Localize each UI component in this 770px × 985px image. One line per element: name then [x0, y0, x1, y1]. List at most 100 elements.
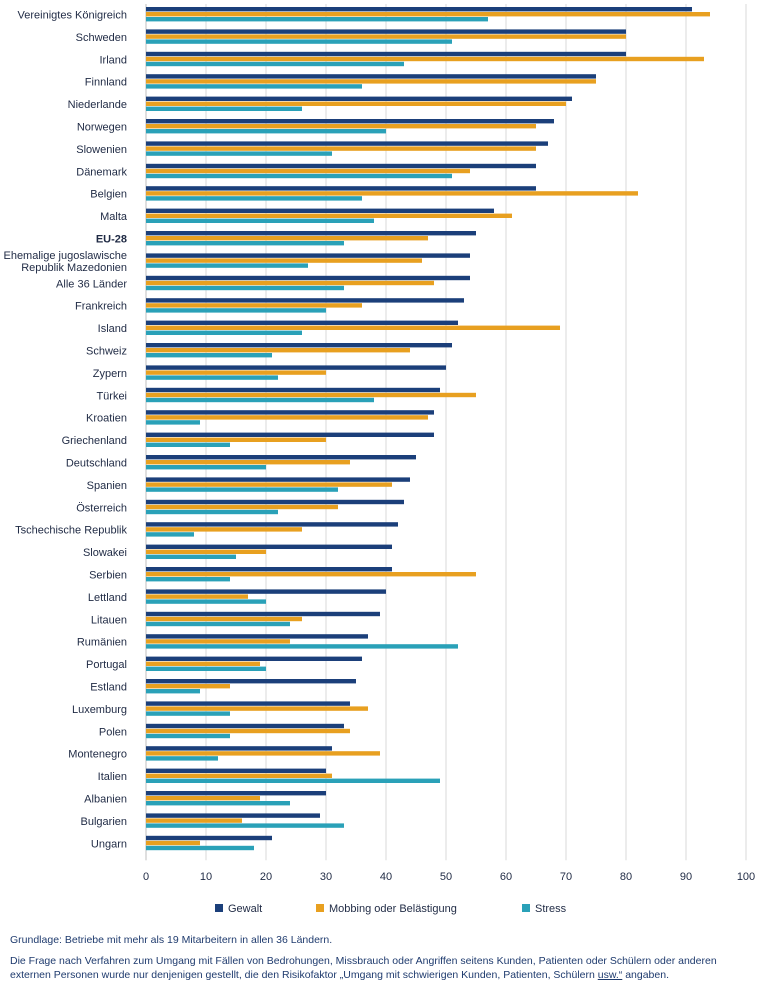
- legend-label: Mobbing oder Belästigung: [329, 903, 457, 915]
- bar-mobbing-oder-belästigung: [146, 415, 428, 420]
- bar-stress: [146, 509, 278, 515]
- bar-stress: [146, 263, 308, 268]
- bar-gewalt: [146, 499, 404, 505]
- bar-gewalt: [146, 298, 464, 303]
- footnote-question: Die Frage nach Verfahren zum Umgang mit …: [10, 954, 760, 982]
- bar-stress: [146, 689, 200, 694]
- category-label: Tschechische Republik: [15, 525, 127, 537]
- category-label: Island: [98, 323, 127, 335]
- category-label: Slowenien: [76, 144, 127, 156]
- bar-stress: [146, 106, 302, 111]
- bar-stress: [146, 308, 326, 313]
- bar-stress: [146, 823, 344, 828]
- category-label: Serbien: [89, 570, 127, 582]
- bar-gewalt: [146, 365, 446, 370]
- bar-gewalt: [146, 275, 470, 281]
- footnote-question-text: Die Frage nach Verfahren zum Umgang mit …: [10, 955, 717, 981]
- category-label: Lettland: [88, 592, 127, 604]
- bar-gewalt: [146, 656, 362, 661]
- category-label: Finnland: [85, 77, 127, 89]
- bar-stress: [146, 778, 440, 783]
- bar-gewalt: [146, 589, 386, 594]
- bar-mobbing-oder-belästigung: [146, 146, 536, 151]
- bar-mobbing-oder-belästigung: [146, 325, 560, 330]
- x-tick-label: 50: [440, 871, 452, 883]
- bar-stress: [146, 845, 254, 851]
- bar-stress: [146, 84, 362, 89]
- bar-stress: [146, 487, 338, 492]
- x-tick-label: 80: [620, 871, 632, 883]
- bar-stress: [146, 17, 488, 22]
- category-label: Portugal: [86, 659, 127, 671]
- bar-gewalt: [146, 7, 692, 12]
- bar-gewalt: [146, 163, 536, 169]
- bar-mobbing-oder-belästigung: [146, 572, 476, 577]
- bar-mobbing-oder-belästigung: [146, 482, 392, 487]
- category-label: Litauen: [91, 614, 127, 626]
- bar-gewalt: [146, 119, 554, 124]
- x-axis-ticks: 0 10 20 30 40 50 60 70 80 90 100: [143, 871, 755, 883]
- bar-mobbing-oder-belästigung: [146, 392, 476, 398]
- bar-mobbing-oder-belästigung: [146, 527, 302, 532]
- bar-stress: [146, 733, 230, 739]
- bar-stress: [146, 644, 458, 649]
- legend-label: Gewalt: [228, 903, 262, 915]
- bar-mobbing-oder-belästigung: [146, 79, 596, 84]
- bar-mobbing-oder-belästigung: [146, 191, 638, 196]
- bar-gewalt: [146, 320, 458, 325]
- bar-gewalt: [146, 96, 572, 101]
- bar-mobbing-oder-belästigung: [146, 706, 368, 711]
- x-tick-label: 100: [737, 871, 755, 883]
- category-label: Slowakei: [83, 547, 127, 559]
- footnote-question-end: angaben.: [622, 969, 669, 981]
- category-label: Polen: [99, 726, 127, 738]
- x-tick-label: 70: [560, 871, 572, 883]
- legend: Gewalt Mobbing oder Belästigung Stress: [215, 903, 567, 915]
- bar-mobbing-oder-belästigung: [146, 124, 536, 129]
- bar-chart: Vereinigtes Königreich Schweden Irland Finn…: [3, 4, 755, 915]
- bar-gewalt: [146, 544, 392, 549]
- category-label: Norwegen: [77, 122, 127, 134]
- bar-stress: [146, 599, 266, 604]
- bar-stress: [146, 420, 200, 425]
- category-label: Montenegro: [68, 749, 127, 761]
- bar-stress: [146, 218, 374, 223]
- category-label: Ungarn: [91, 838, 127, 850]
- bars: [146, 7, 710, 851]
- category-label: Albanien: [84, 794, 127, 806]
- bar-gewalt: [146, 746, 332, 751]
- bar-gewalt: [146, 723, 344, 729]
- category-label: Zypern: [93, 368, 127, 380]
- bar-gewalt: [146, 208, 494, 213]
- bar-gewalt: [146, 679, 356, 684]
- bar-mobbing-oder-belästigung: [146, 549, 266, 554]
- bar-gewalt: [146, 186, 536, 191]
- bar-mobbing-oder-belästigung: [146, 168, 470, 174]
- bar-gewalt: [146, 410, 434, 415]
- category-label: Niederlande: [68, 99, 127, 111]
- bar-mobbing-oder-belästigung: [146, 840, 200, 846]
- x-tick-label: 30: [320, 871, 332, 883]
- category-label: Luxemburg: [72, 704, 127, 716]
- x-tick-label: 10: [200, 871, 212, 883]
- category-label: Estland: [90, 682, 127, 694]
- bar-gewalt: [146, 813, 320, 818]
- bar-mobbing-oder-belästigung: [146, 303, 362, 308]
- bar-stress: [146, 465, 266, 470]
- bar-gewalt: [146, 611, 380, 617]
- bar-stress: [146, 61, 404, 67]
- bar-mobbing-oder-belästigung: [146, 12, 710, 17]
- category-label: Deutschland: [66, 458, 127, 470]
- bar-stress: [146, 442, 230, 447]
- bar-stress: [146, 330, 302, 335]
- bar-stress: [146, 532, 194, 537]
- bar-mobbing-oder-belästigung: [146, 594, 248, 599]
- x-tick-label: 60: [500, 871, 512, 883]
- bar-stress: [146, 196, 362, 201]
- bar-stress: [146, 756, 218, 761]
- category-label: Belgien: [90, 189, 127, 201]
- bar-stress: [146, 39, 452, 44]
- x-tick-label: 0: [143, 871, 149, 883]
- category-label: Ehemalige jugoslawische Republik Mazedoni…: [3, 250, 127, 274]
- bar-mobbing-oder-belästigung: [146, 728, 350, 734]
